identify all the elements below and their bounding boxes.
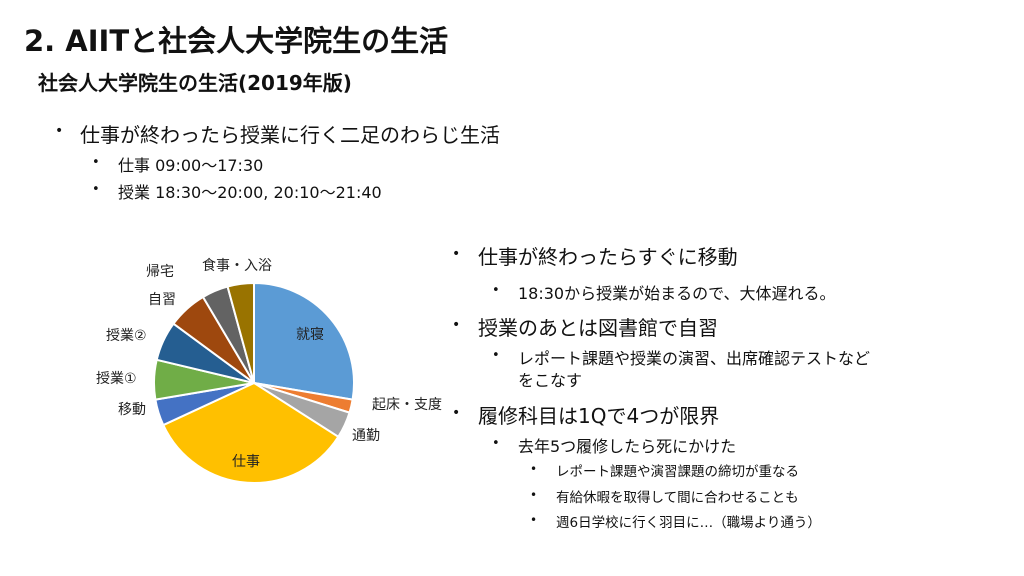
bullet-dot: • — [492, 283, 500, 298]
bullet-dot: • — [492, 348, 500, 363]
right-subsub-deadlines: レポート課題や演習課題の締切が重なる — [556, 464, 799, 480]
right-bullet-move: 仕事が終わったらすぐに移動 — [478, 245, 738, 269]
left-sub-bullet-class: 授業 18:30～20:00, 20:10～21:40 — [118, 183, 382, 202]
page-title: 2. AIITと社会人大学院生の生活 — [24, 24, 449, 58]
right-subsub-six-days: 週6日学校に行く羽目に…（職場より通う） — [556, 515, 821, 531]
pie-label: 移動 — [118, 402, 146, 418]
pie-label: 帰宅 — [146, 263, 174, 280]
pie-label: 起床・支度 — [372, 397, 442, 413]
right-sub-bullet-tasks: レポート課題や授業の演習、出席確認テストなど — [518, 349, 871, 368]
bullet-dot: • — [492, 436, 500, 451]
pie-label: 自習 — [148, 292, 176, 308]
bullet-dot: • — [530, 488, 538, 502]
right-bullet-limit: 履修科目は1Qで4つが限界 — [478, 404, 720, 428]
bullet-dot: • — [92, 155, 100, 170]
pie-slice — [161, 381, 340, 484]
bullet-dot: • — [92, 182, 100, 197]
right-subsub-paid-leave: 有給休暇を取得して間に合わせることも — [556, 490, 799, 506]
right-bullet-library: 授業のあとは図書館で自習 — [478, 316, 718, 340]
pie-label: 授業① — [96, 371, 137, 387]
right-sub-bullet-tasks-cont: をこなす — [518, 371, 583, 390]
pie-label: 仕事 — [232, 454, 260, 470]
bullet-dot: • — [452, 405, 461, 421]
bullet-dot: • — [452, 317, 461, 333]
pie-slice — [226, 281, 255, 384]
pie-label: 通勤 — [352, 428, 380, 444]
pie-label: 食事・入浴 — [202, 257, 272, 274]
bullet-dot: • — [55, 123, 64, 139]
page-subtitle: 社会人大学院生の生活(2019年版) — [38, 71, 352, 95]
right-sub-bullet-late: 18:30から授業が始まるので、大体遅れる。 — [518, 284, 836, 303]
bullet-dot: • — [452, 246, 461, 262]
bullet-dot: • — [530, 462, 538, 476]
left-sub-bullet-work: 仕事 09:00～17:30 — [118, 156, 264, 175]
pie-slice — [253, 281, 355, 401]
right-sub-bullet-overload: 去年5つ履修したら死にかけた — [518, 437, 737, 456]
bullet-dot: • — [530, 513, 538, 527]
pie-label: 授業② — [106, 328, 147, 344]
left-main-bullet: 仕事が終わったら授業に行く二足のわらじ生活 — [80, 123, 500, 147]
pie-label: 就寝 — [296, 326, 324, 343]
